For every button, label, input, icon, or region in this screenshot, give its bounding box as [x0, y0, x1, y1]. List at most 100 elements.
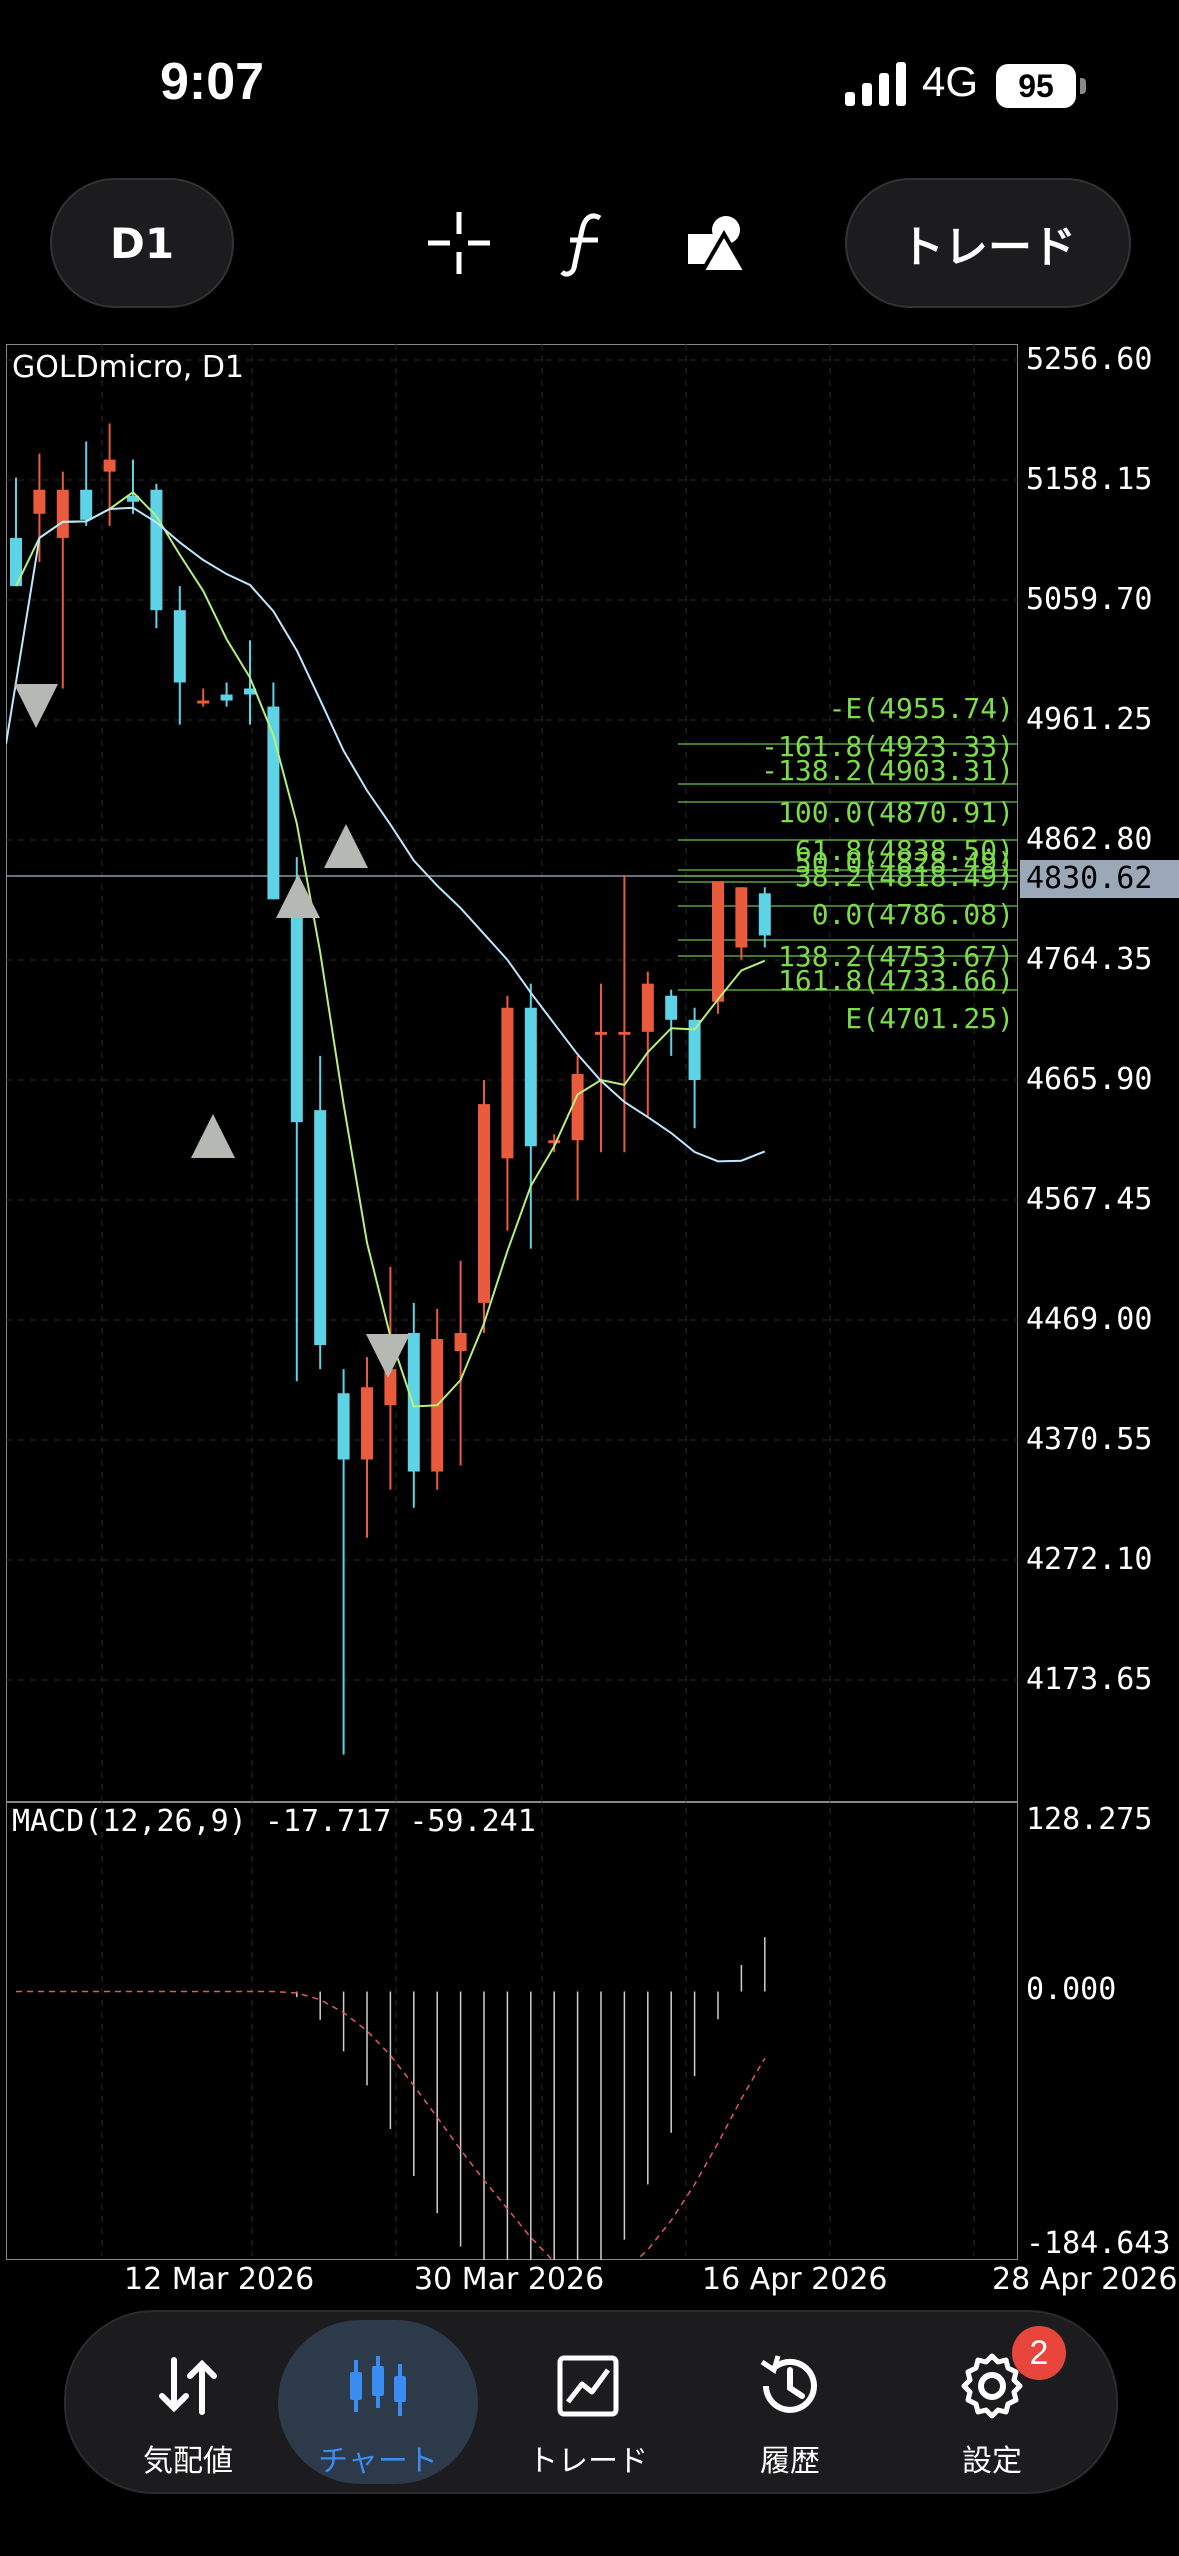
candle-body [524, 1007, 537, 1147]
candle-body [10, 537, 22, 587]
candle-body [688, 1019, 701, 1081]
tab-trade[interactable]: トレード [488, 2320, 688, 2484]
status-bar: 9:07 4G 95 [0, 0, 1179, 170]
price-chart[interactable] [6, 344, 1018, 2260]
candle-body [595, 1031, 607, 1035]
macd-label: MACD(12,26,9) -17.717 -59.241 [12, 1804, 536, 1839]
price-axis-label: 4567.45 [1026, 1182, 1153, 1217]
trade-icon [557, 2355, 619, 2417]
date-label: 30 Mar 2026 [414, 2262, 605, 2297]
candle-body [407, 1333, 420, 1472]
fib-label: 38.2(4818.49) [794, 860, 1014, 893]
chart-toolbar: D1 トレード [0, 170, 1179, 320]
candle-body [478, 1104, 490, 1303]
price-axis-label: 4173.65 [1026, 1662, 1153, 1697]
candle-body [384, 1369, 397, 1406]
history-icon [760, 2355, 817, 2413]
macd-axis-label: 128.275 [1026, 1802, 1153, 1837]
tab-label: 履歴 [760, 2444, 820, 2479]
tab-settings[interactable]: 設定 [892, 2320, 1092, 2484]
fib-label: 50.0(4828.49) [794, 846, 1014, 879]
candle-body [735, 887, 748, 948]
macd-axis-label: 0.000 [1026, 1972, 1117, 2007]
candle-body [361, 1387, 373, 1460]
price-axis-label: 5158.15 [1026, 462, 1153, 497]
fib-label: 100.0(4870.91) [777, 796, 1014, 829]
tab-label: トレード [528, 2444, 648, 2479]
price-axis-label: 4272.10 [1026, 1542, 1153, 1577]
indicator-icon[interactable] [550, 208, 620, 278]
candle-body [80, 489, 93, 520]
fib-label: E(4701.25) [845, 1002, 1014, 1035]
tab-label: チャート [318, 2444, 438, 2479]
fractal-down-arrow [14, 684, 58, 728]
fib-label: 138.2(4753.67) [777, 940, 1014, 973]
status-time: 9:07 [160, 53, 265, 111]
tab-label: 設定 [962, 2444, 1022, 2479]
candle-body [244, 688, 256, 695]
macd-signal-line [16, 1990, 766, 2260]
tab-chart[interactable]: チャート [278, 2320, 478, 2484]
fractal-down-arrow [366, 1334, 410, 1378]
candle-body [314, 1110, 327, 1346]
fractal-up-arrow [276, 874, 320, 918]
date-label: 16 Apr 2026 [702, 2262, 888, 2297]
date-label: 28 Apr 2026 [992, 2262, 1178, 2297]
fractal-up-arrow [191, 1114, 235, 1158]
candle-body [150, 489, 163, 611]
candle-body [454, 1333, 467, 1352]
candle-body [641, 983, 654, 1032]
candle-body [712, 881, 724, 1002]
trade-button[interactable]: トレード [845, 178, 1131, 308]
chart-icon [350, 2356, 406, 2416]
battery-indicator: 95 [996, 64, 1076, 108]
signal-icon [845, 62, 906, 106]
fractal-up-arrow [324, 824, 368, 868]
macd-panel[interactable] [6, 1802, 1018, 2260]
candle-body [548, 1140, 561, 1144]
slow-ma-line [6, 506, 766, 1163]
timeframe-button[interactable]: D1 [50, 178, 234, 308]
price-axis-label: 5256.60 [1026, 342, 1153, 377]
main-chart-panel[interactable] [6, 344, 1018, 1802]
fib-label: 61.8(4838.50) [794, 834, 1014, 867]
price-axis-label: 4469.00 [1026, 1302, 1153, 1337]
quotes-icon [159, 2357, 217, 2415]
candle-body [33, 489, 46, 514]
fib-label: 0.0(4786.08) [811, 898, 1014, 931]
current-price-tag: 4830.62 [1020, 860, 1179, 898]
macd-axis-label: -184.643 [1026, 2226, 1171, 2261]
candle-body [220, 694, 233, 701]
tab-history[interactable]: 履歴 [690, 2320, 890, 2484]
candle-body [56, 489, 69, 538]
symbol-label: GOLDmicro, D1 [12, 350, 245, 385]
candle-body [173, 610, 186, 683]
date-label: 12 Mar 2026 [124, 2262, 315, 2297]
price-axis-label: 4764.35 [1026, 942, 1153, 977]
fib-label: 161.8(4733.66) [777, 964, 1014, 997]
fib-label: -E(4955.74) [828, 692, 1014, 725]
candle-body [618, 1031, 631, 1035]
settings-icon [961, 2353, 1023, 2419]
tab-label: 気配値 [143, 2444, 233, 2479]
objects-icon[interactable] [684, 208, 754, 278]
network-label: 4G [922, 58, 979, 105]
crosshair-icon[interactable] [424, 208, 494, 278]
tab-quotes[interactable]: 気配値 [88, 2320, 288, 2484]
candle-body [665, 995, 678, 1020]
price-axis-label: 4370.55 [1026, 1422, 1153, 1457]
candle-body [571, 1074, 584, 1141]
price-axis-label: 5059.70 [1026, 582, 1153, 617]
price-axis-label: 4862.80 [1026, 822, 1153, 857]
candle-body [127, 495, 139, 502]
fib-label: -138.2(4903.31) [761, 754, 1014, 787]
price-axis-label: 4961.25 [1026, 702, 1153, 737]
candle-body [267, 706, 280, 900]
candle-body [290, 905, 303, 1123]
candle-body [758, 893, 771, 936]
candle-body [197, 700, 210, 704]
bottom-tab-bar: 気配値 チャート トレード 履歴 設定 [64, 2310, 1118, 2494]
battery-tip [1080, 78, 1086, 94]
candle-body [501, 1007, 514, 1159]
candle-body [337, 1393, 350, 1460]
